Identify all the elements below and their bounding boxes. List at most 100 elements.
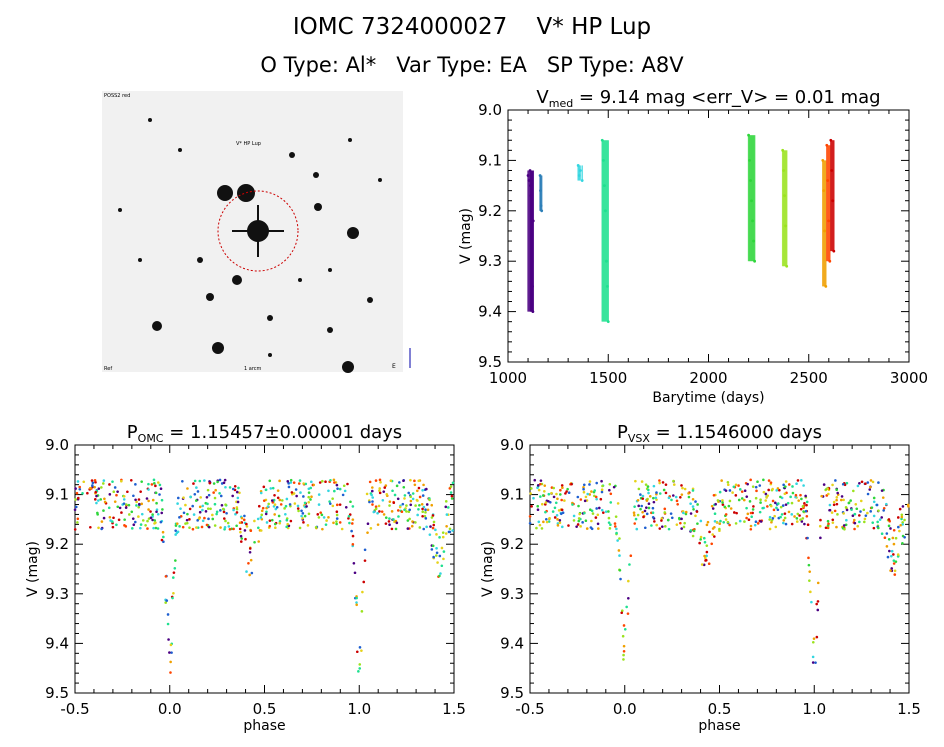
data-point (193, 479, 197, 483)
data-point (555, 492, 558, 496)
data-point (536, 508, 540, 512)
data-point (181, 525, 185, 529)
data-point (262, 485, 266, 489)
data-point (696, 522, 699, 525)
data-point (759, 501, 762, 504)
data-point (775, 489, 778, 492)
data-point (896, 516, 900, 519)
data-point (374, 505, 378, 509)
data-point (194, 499, 198, 502)
data-point (590, 490, 593, 493)
data-point (663, 507, 667, 511)
data-point (601, 159, 605, 162)
data-point (333, 489, 336, 493)
y-tick-label: 9.5 (478, 353, 502, 371)
data-point (892, 528, 896, 532)
data-point (565, 490, 568, 493)
data-point (790, 513, 794, 516)
data-point (201, 504, 205, 508)
data-point (317, 503, 321, 506)
data-point (699, 535, 703, 539)
data-point (223, 528, 226, 531)
data-point (245, 570, 248, 573)
data-point (860, 480, 864, 484)
data-point (655, 491, 658, 494)
data-point (289, 519, 293, 523)
data-point (888, 549, 891, 553)
data-point (160, 511, 164, 515)
data-point (137, 502, 141, 506)
data-point (645, 506, 648, 510)
data-point (750, 199, 754, 203)
data-point (200, 525, 204, 529)
data-point (422, 527, 426, 531)
data-point (445, 524, 448, 528)
data-point (303, 514, 307, 518)
data-point (347, 517, 350, 520)
data-point (793, 515, 796, 518)
y-tick-label: 9.0 (45, 436, 69, 454)
data-point (620, 611, 624, 615)
data-point (845, 508, 849, 512)
data-point (713, 535, 716, 538)
data-point (737, 498, 741, 502)
data-point (660, 525, 664, 528)
data-point (892, 542, 896, 546)
data-point (771, 499, 775, 503)
data-point (675, 523, 679, 526)
data-point (368, 480, 372, 484)
data-point (769, 504, 773, 508)
data-point (842, 512, 845, 515)
data-point (307, 512, 311, 516)
data-point (377, 504, 381, 508)
data-point (198, 505, 202, 509)
data-point (169, 671, 172, 674)
data-point (416, 513, 419, 517)
data-point (704, 556, 707, 560)
data-point (186, 487, 189, 490)
data-point (749, 524, 753, 528)
data-point (889, 569, 892, 572)
data-point (192, 482, 195, 485)
x-tick-label: 1500 (589, 369, 627, 387)
data-point (390, 527, 394, 531)
data-point (93, 498, 97, 501)
data-point (249, 529, 253, 533)
data-point (188, 526, 191, 529)
data-point (590, 527, 594, 531)
data-point (139, 490, 142, 493)
data-point (615, 527, 618, 531)
data-point (310, 480, 313, 484)
data-point (682, 511, 685, 515)
data-point (761, 506, 764, 510)
data-point (74, 505, 78, 509)
data-point (695, 510, 699, 513)
data-point (854, 502, 858, 506)
data-point (93, 479, 97, 482)
data-point (432, 555, 435, 559)
data-point (201, 508, 204, 512)
data-point (325, 519, 328, 522)
data-point (614, 515, 618, 518)
data-point (541, 494, 545, 497)
data-point (442, 557, 445, 561)
data-point (211, 517, 215, 521)
data-point (174, 529, 177, 532)
data-point (219, 509, 222, 512)
data-point (170, 651, 173, 654)
data-point (411, 492, 415, 495)
data-point (527, 179, 531, 182)
data-point (275, 505, 279, 509)
data-point (885, 532, 889, 535)
data-point (257, 540, 260, 543)
data-point (174, 533, 177, 536)
data-point (801, 505, 805, 508)
data-point (899, 523, 902, 527)
data-point (890, 549, 894, 553)
data-point (372, 510, 376, 514)
data-point (236, 496, 240, 500)
data-point (558, 518, 562, 522)
data-point (448, 530, 452, 534)
data-point (881, 496, 885, 499)
data-point (816, 581, 820, 585)
